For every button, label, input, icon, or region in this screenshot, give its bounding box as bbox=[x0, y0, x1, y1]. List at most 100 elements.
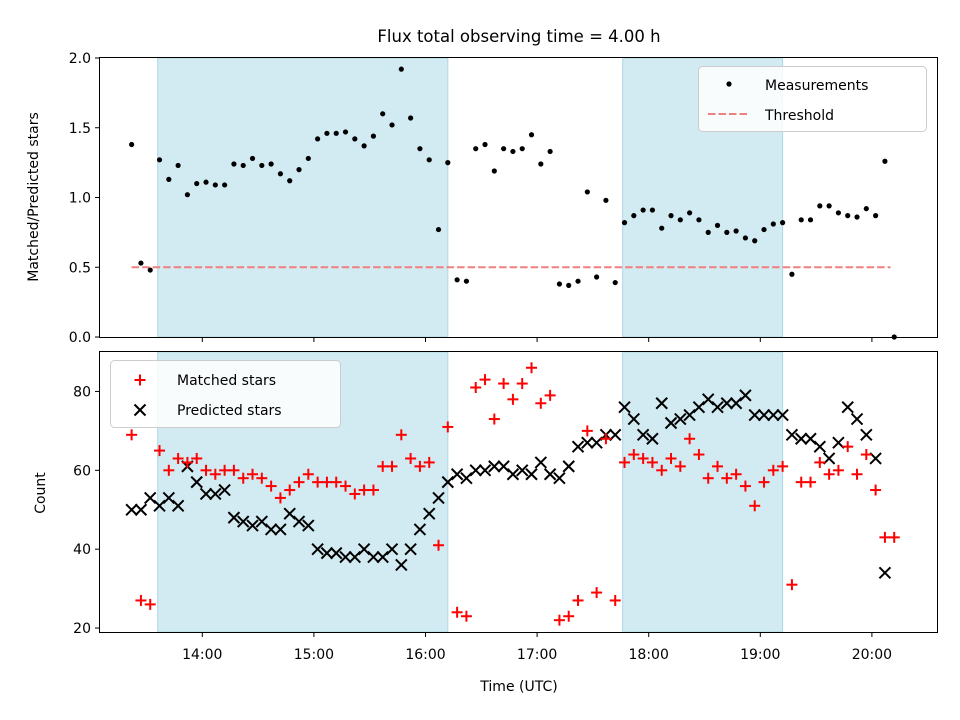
x-tick-label: 20:00 bbox=[852, 647, 892, 663]
legend-predicted-label: Predicted stars bbox=[177, 403, 282, 419]
predicted-point bbox=[618, 401, 631, 414]
x-tick-label: 16:00 bbox=[405, 647, 445, 663]
predicted-point bbox=[404, 542, 417, 556]
matched-point bbox=[860, 449, 872, 461]
predicted-point bbox=[571, 440, 585, 453]
predicted-point bbox=[860, 428, 873, 442]
measurement-point bbox=[491, 168, 497, 174]
predicted-point bbox=[581, 436, 594, 449]
matched-point bbox=[693, 449, 705, 461]
predicted-point bbox=[562, 460, 575, 473]
measurement-point bbox=[724, 229, 730, 235]
bottom-plot-frame bbox=[99, 351, 938, 633]
measurement-point bbox=[733, 228, 739, 234]
matched-point bbox=[349, 488, 361, 500]
measurement-point bbox=[315, 136, 321, 142]
measurement-point bbox=[296, 167, 302, 173]
predicted-point bbox=[302, 519, 315, 532]
measurement-point bbox=[631, 213, 637, 219]
measurement-point bbox=[742, 235, 749, 241]
measurement-point bbox=[380, 111, 386, 117]
predicted-point bbox=[832, 436, 845, 449]
matched-point bbox=[200, 464, 212, 476]
matched-point bbox=[247, 468, 259, 480]
matched-point bbox=[274, 492, 286, 504]
matched-point bbox=[479, 374, 491, 386]
measurement-point bbox=[156, 157, 163, 163]
measurement-point bbox=[854, 214, 860, 220]
measurement-point bbox=[305, 155, 311, 162]
matched-point bbox=[842, 441, 854, 453]
measurement-point bbox=[324, 130, 330, 136]
measurement-point bbox=[798, 217, 804, 223]
matched-point bbox=[581, 425, 593, 437]
measurement-point bbox=[677, 217, 683, 223]
matched-point bbox=[888, 531, 900, 543]
y-tick-label: 2.0 bbox=[69, 51, 91, 67]
measurement-point bbox=[714, 222, 721, 228]
measurement-point bbox=[649, 207, 656, 213]
matched-point bbox=[256, 472, 268, 484]
matched-point bbox=[786, 579, 798, 591]
matched-point bbox=[572, 594, 584, 606]
measurement-point bbox=[277, 171, 284, 177]
matched-point bbox=[600, 433, 612, 445]
measurement-point bbox=[240, 162, 246, 169]
matched-stars-series bbox=[126, 362, 900, 626]
matched-point bbox=[470, 381, 482, 393]
measurement-point bbox=[426, 157, 432, 163]
matched-point bbox=[451, 606, 463, 618]
matched-point bbox=[181, 456, 193, 468]
legend-measurements-label: Measurements bbox=[765, 78, 868, 94]
measurement-point bbox=[342, 129, 349, 135]
shaded-interval-1 bbox=[157, 57, 449, 338]
measurement-point bbox=[389, 122, 395, 128]
matched-point bbox=[591, 587, 603, 599]
matched-point bbox=[265, 480, 277, 492]
matched-point bbox=[405, 452, 417, 464]
measurement-point bbox=[519, 146, 525, 152]
predicted-point bbox=[311, 542, 324, 556]
predicted-point bbox=[767, 408, 780, 422]
measurement-point bbox=[566, 282, 572, 288]
measurement-point bbox=[612, 279, 618, 286]
predicted-point bbox=[264, 523, 278, 536]
predicted-point bbox=[385, 542, 399, 556]
measurement-point bbox=[594, 274, 600, 280]
legend-matched-label: Matched stars bbox=[177, 373, 276, 389]
matched-point bbox=[293, 476, 305, 488]
matched-point bbox=[312, 476, 324, 488]
x-tick-label: 19:00 bbox=[740, 647, 780, 663]
matched-point bbox=[163, 464, 175, 476]
measurement-point bbox=[575, 278, 581, 284]
matched-point bbox=[488, 413, 500, 425]
measurement-point bbox=[287, 178, 293, 184]
legend-matched-marker bbox=[134, 374, 146, 386]
predicted-point bbox=[134, 503, 148, 516]
measurement-point bbox=[184, 192, 191, 198]
predicted-point bbox=[757, 408, 771, 422]
measurement-point bbox=[547, 148, 553, 155]
measurement-point bbox=[556, 281, 563, 287]
measurement-point bbox=[268, 161, 274, 167]
measurement-point bbox=[817, 203, 823, 209]
predicted-point bbox=[655, 397, 668, 410]
predicted-point bbox=[748, 408, 761, 422]
measurement-point bbox=[510, 148, 516, 155]
matched-point bbox=[563, 610, 575, 622]
matched-point bbox=[358, 484, 370, 496]
matched-point bbox=[414, 460, 426, 472]
predicted-point bbox=[525, 468, 538, 481]
matched-point bbox=[228, 464, 240, 476]
predicted-point bbox=[190, 475, 203, 489]
predicted-point bbox=[850, 412, 864, 426]
matched-point bbox=[498, 378, 510, 390]
measurement-point bbox=[259, 162, 265, 169]
measurement-point bbox=[659, 225, 665, 231]
legend-threshold-label: Threshold bbox=[764, 108, 834, 124]
predicted-point bbox=[739, 389, 752, 402]
matched-point bbox=[637, 452, 649, 464]
predicted-point bbox=[339, 550, 352, 564]
y-tick-label: 80 bbox=[73, 384, 91, 400]
measurement-point bbox=[463, 278, 470, 284]
